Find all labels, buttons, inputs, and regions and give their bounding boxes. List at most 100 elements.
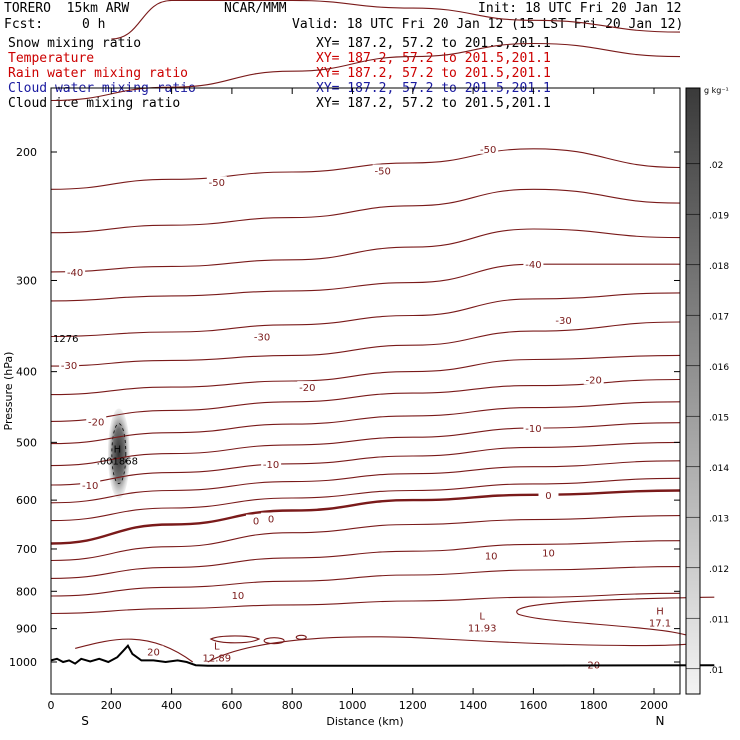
contour-label-bg xyxy=(553,314,574,326)
contour-label-bg xyxy=(481,549,502,561)
temperature-contour xyxy=(50,228,681,273)
temperature-contour xyxy=(263,637,285,645)
header-init: Init: 18 UTC Fri 20 Jan 12 xyxy=(478,1,682,16)
extremum-type: H xyxy=(656,607,664,618)
contour-label: 0 xyxy=(253,517,259,528)
contour-label: -10 xyxy=(525,424,541,435)
contour-label: -20 xyxy=(586,375,602,386)
colorbar-tick-label: .013 xyxy=(709,514,729,524)
contour-label: 10 xyxy=(232,591,245,602)
colorbar-tick-label: .012 xyxy=(709,565,729,575)
temperature-contour xyxy=(50,460,681,504)
legend-xy: XY= 187.2, 57.2 to 201.5,201.1 xyxy=(316,96,551,111)
south-label: S xyxy=(81,714,89,728)
contour-label-bg xyxy=(538,488,559,500)
north-label: N xyxy=(656,714,665,728)
contour-label: -10 xyxy=(263,460,279,471)
y-tick-label: 900 xyxy=(16,623,37,636)
legend-label: Rain water mixing ratio xyxy=(8,66,189,81)
y-tick-label: 700 xyxy=(16,543,37,556)
contour-label-bg xyxy=(59,359,80,371)
temperature-contour xyxy=(50,566,681,597)
contour-label-bg xyxy=(583,658,604,670)
x-axis-label: Distance (km) xyxy=(326,715,403,728)
legend-label: Temperature xyxy=(8,51,95,66)
contour-label: 20 xyxy=(147,648,160,659)
temperature-contour xyxy=(50,321,681,367)
contour-label-bg xyxy=(523,258,544,270)
x-tick-label: 400 xyxy=(161,699,182,712)
contour-label-bg xyxy=(80,478,101,490)
contour-label-bg xyxy=(538,546,559,558)
x-tick-label: 1600 xyxy=(519,699,547,712)
colorbar-unit: g kg⁻¹ xyxy=(704,86,729,95)
y-tick-label: 300 xyxy=(16,274,37,287)
temperature-contour xyxy=(50,401,681,445)
temperature-contour xyxy=(50,540,681,579)
temperature-contours xyxy=(50,0,715,663)
colorbar-tick-label: .01 xyxy=(709,666,723,676)
contour-label-bg xyxy=(143,645,164,657)
temperature-contour xyxy=(74,638,194,663)
extremum-value: .001868 xyxy=(97,457,138,468)
extremum-type: H xyxy=(114,445,122,456)
temperature-contour xyxy=(50,422,681,467)
header-fcst-label: Fcst: xyxy=(4,17,44,32)
x-tick-label: 2000 xyxy=(640,699,668,712)
colorbar-tick-label: .011 xyxy=(709,615,729,625)
contour-label: -50 xyxy=(209,178,225,189)
x-tick-label: 0 xyxy=(48,699,55,712)
contour-label-bg xyxy=(227,589,248,601)
x-tick-label: 800 xyxy=(282,699,303,712)
contour-label: -50 xyxy=(480,145,496,156)
colorbar-tick-label: .018 xyxy=(709,262,729,272)
temperature-contour xyxy=(50,477,681,522)
temperature-contour xyxy=(50,263,680,302)
temperature-contour xyxy=(207,596,715,663)
contour-label: -40 xyxy=(67,268,83,279)
y-tick-label: 800 xyxy=(16,585,37,598)
extremum-value: 11.93 xyxy=(468,624,497,635)
contour-label-bg xyxy=(583,373,604,385)
contour-label: -30 xyxy=(555,316,571,327)
contour-label: 0 xyxy=(268,515,274,526)
x-tick-label: 1400 xyxy=(459,699,487,712)
temperature-contour xyxy=(111,0,681,40)
y-tick-label: 200 xyxy=(16,146,37,159)
temperature-contour xyxy=(295,634,307,640)
colorbar-tick-label: .02 xyxy=(709,161,723,171)
contour-label-bg xyxy=(65,265,86,277)
contour-label: -20 xyxy=(88,417,104,428)
temperature-contour xyxy=(209,635,261,644)
temperature-contour xyxy=(50,592,681,615)
colorbar-tick-label: .019 xyxy=(709,211,729,221)
contour-label: -40 xyxy=(525,260,541,271)
temperature-contour xyxy=(50,292,681,338)
contour-label-bg xyxy=(261,512,282,524)
x-tick-label: 1800 xyxy=(580,699,608,712)
legend-xy: XY= 187.2, 57.2 to 201.5,201.1 xyxy=(316,36,551,51)
extremum-type: L xyxy=(214,641,220,652)
y-tick-label: 500 xyxy=(16,436,37,449)
contour-label-bg xyxy=(478,142,499,154)
contour-label: 10 xyxy=(485,552,498,563)
y-axis-label: Pressure (hPa) xyxy=(2,352,15,431)
contour-label: 10 xyxy=(542,549,555,560)
contour-label-bg xyxy=(86,415,107,427)
header-center: NCAR/MMM xyxy=(224,1,287,16)
contour-label-bg xyxy=(261,457,282,469)
temperature-contour xyxy=(50,148,681,190)
contour-label: -30 xyxy=(61,361,77,372)
contour-label: -30 xyxy=(254,332,270,343)
cloud-ice-contour xyxy=(111,423,127,484)
x-tick-label: 1000 xyxy=(339,699,367,712)
plot-frame xyxy=(50,87,681,695)
terrain-line xyxy=(50,643,715,667)
temperature-contour xyxy=(50,515,681,562)
y-tick-label: 1000 xyxy=(9,656,37,669)
side-value-label: 1276 xyxy=(53,334,78,345)
contour-label: 0 xyxy=(545,491,551,502)
colorbar-tick-label: .014 xyxy=(709,464,729,474)
colorbar-tick-label: .017 xyxy=(709,312,729,322)
